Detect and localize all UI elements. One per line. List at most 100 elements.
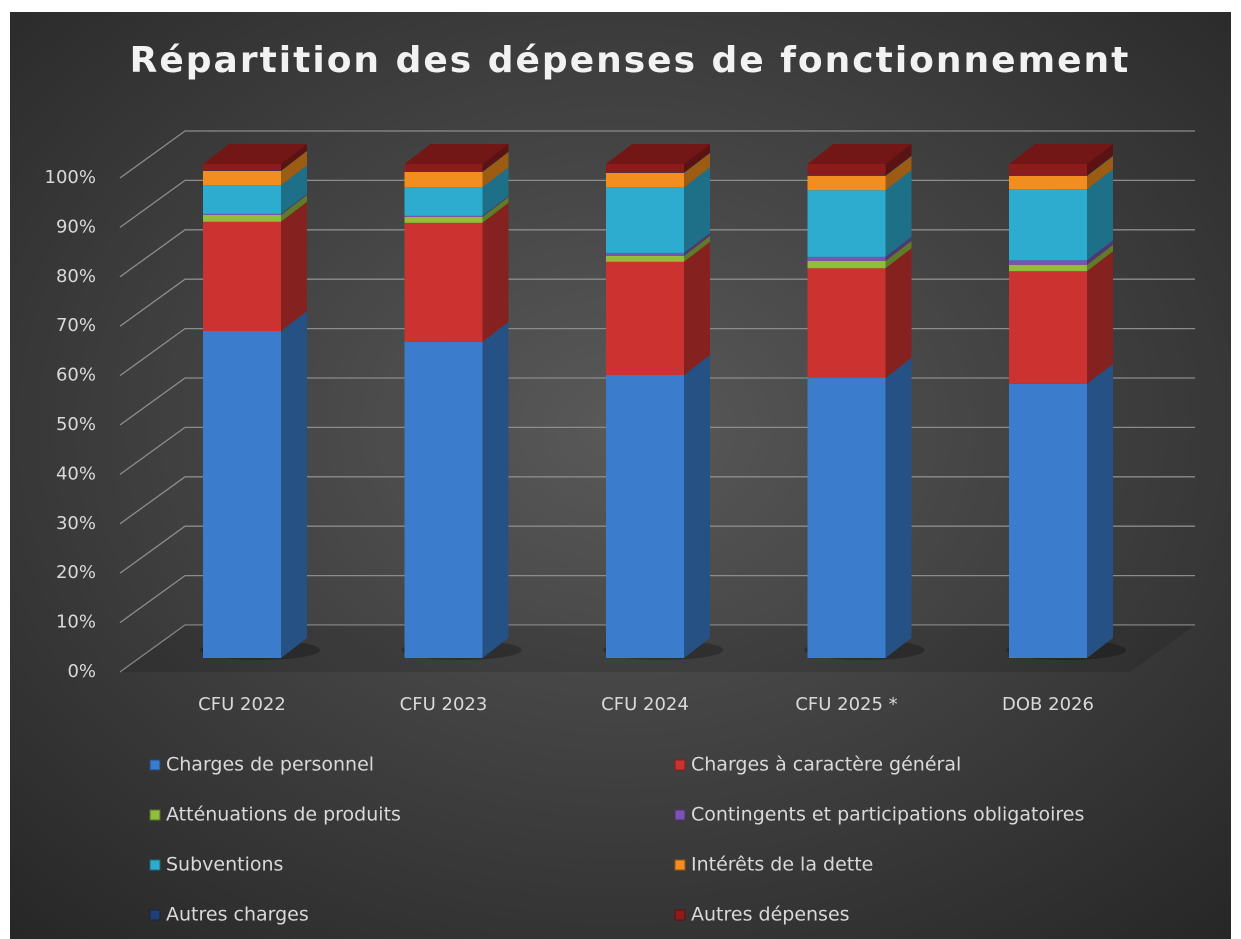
bar-side — [1087, 144, 1113, 175]
bar-side — [1087, 251, 1113, 384]
bar-segment — [203, 185, 281, 214]
bar-side — [684, 144, 710, 173]
bar-segment — [1009, 175, 1087, 190]
bar-segment — [1009, 383, 1087, 658]
bar-segment — [606, 187, 684, 253]
legend-label: Subventions — [166, 854, 283, 876]
y-tick-label: 100% — [45, 167, 96, 188]
bar-side — [885, 248, 912, 378]
bar-side — [1087, 169, 1113, 261]
bar-side — [885, 154, 912, 176]
bar-top — [1009, 144, 1113, 164]
bar-side — [1087, 244, 1113, 272]
legend-swatch — [674, 809, 686, 821]
bar-side — [482, 167, 509, 216]
legend-swatch — [674, 759, 686, 771]
bar-side — [281, 144, 307, 171]
bar-top — [606, 144, 710, 164]
bar-segment — [807, 377, 886, 658]
bar-segment — [606, 172, 684, 188]
bar-segment — [203, 164, 281, 171]
bar-side — [281, 193, 307, 215]
bar-side — [482, 202, 509, 342]
bar-segment — [807, 256, 886, 261]
bar-side — [281, 150, 307, 171]
chart-title: Répartition des dépenses de fonctionneme… — [130, 40, 1131, 81]
bar-segment — [404, 164, 483, 172]
bar-segment — [606, 261, 684, 375]
bar-side — [684, 241, 710, 375]
x-tick-label: CFU 2022 — [198, 694, 286, 715]
y-tick-label: 70% — [56, 315, 96, 336]
bar-segment — [1009, 164, 1087, 175]
y-tick-label: 80% — [56, 266, 96, 287]
y-tick-label: 50% — [56, 414, 96, 435]
bar-segment — [807, 164, 886, 175]
bar-segment — [404, 222, 483, 342]
bar-side — [281, 165, 307, 214]
grid-line — [119, 130, 1195, 179]
bar-side — [684, 152, 710, 188]
bar-side — [1087, 155, 1113, 190]
bar-side — [885, 144, 912, 175]
bar-segment — [203, 214, 281, 222]
bar-segment — [807, 260, 886, 269]
bar-segment — [1009, 189, 1087, 261]
legend-swatch — [674, 859, 686, 871]
legend-swatch — [149, 809, 161, 821]
bar-segment — [606, 252, 684, 256]
bar-segment — [203, 221, 281, 331]
x-tick-label: DOB 2026 — [1002, 694, 1094, 715]
bar-segment — [404, 216, 483, 223]
bar-side — [684, 235, 710, 262]
legend-label: Charges de personnel — [166, 754, 374, 776]
legend-label: Charges à caractère général — [691, 754, 961, 776]
bar-segment — [203, 170, 281, 186]
legend-swatch — [149, 859, 161, 871]
x-tick-label: CFU 2025 * — [795, 694, 897, 715]
x-tick-label: CFU 2023 — [400, 694, 488, 715]
y-tick-label: 20% — [56, 562, 96, 583]
y-tick-label: 60% — [56, 365, 96, 386]
bar-segment — [807, 268, 886, 378]
bar-side — [885, 357, 912, 658]
bar-segment — [404, 215, 483, 217]
bar-segment — [807, 175, 886, 191]
legend-swatch — [149, 759, 161, 771]
bar-segment — [606, 255, 684, 262]
bar-segment — [606, 164, 684, 173]
bar-top — [404, 144, 509, 164]
bar-segment — [404, 341, 483, 658]
bar-segment — [203, 330, 281, 658]
y-tick-label: 0% — [67, 661, 96, 682]
y-tick-label: 10% — [56, 612, 96, 633]
legend-label: Autres charges — [166, 904, 309, 926]
bar-segment — [1009, 271, 1087, 384]
bar-side — [885, 240, 912, 269]
bar-segment — [404, 187, 483, 216]
bar-segment — [807, 190, 886, 257]
bar-side — [482, 195, 509, 217]
bar-side — [1087, 363, 1113, 658]
bar-segment — [404, 171, 483, 188]
bar-side — [281, 150, 307, 186]
bar-side — [885, 236, 912, 261]
bar-side — [885, 155, 912, 191]
bar-side — [684, 354, 710, 658]
y-tick-label: 40% — [56, 463, 96, 484]
bar-side — [482, 144, 509, 172]
bar-side — [684, 167, 710, 253]
bar-segment — [1009, 174, 1087, 176]
legend-swatch — [149, 909, 161, 921]
bar-segment — [203, 213, 281, 215]
legend-label: Intérêts de la dette — [691, 854, 873, 876]
bar-side — [281, 201, 307, 331]
legend-label: Contingents et participations obligatoir… — [691, 804, 1084, 826]
bar-top — [807, 144, 912, 164]
bar-segment — [1009, 260, 1087, 265]
bar-side — [1087, 240, 1113, 265]
bar-side — [482, 196, 509, 223]
legend-swatch — [674, 909, 686, 921]
y-tick-label: 30% — [56, 513, 96, 534]
